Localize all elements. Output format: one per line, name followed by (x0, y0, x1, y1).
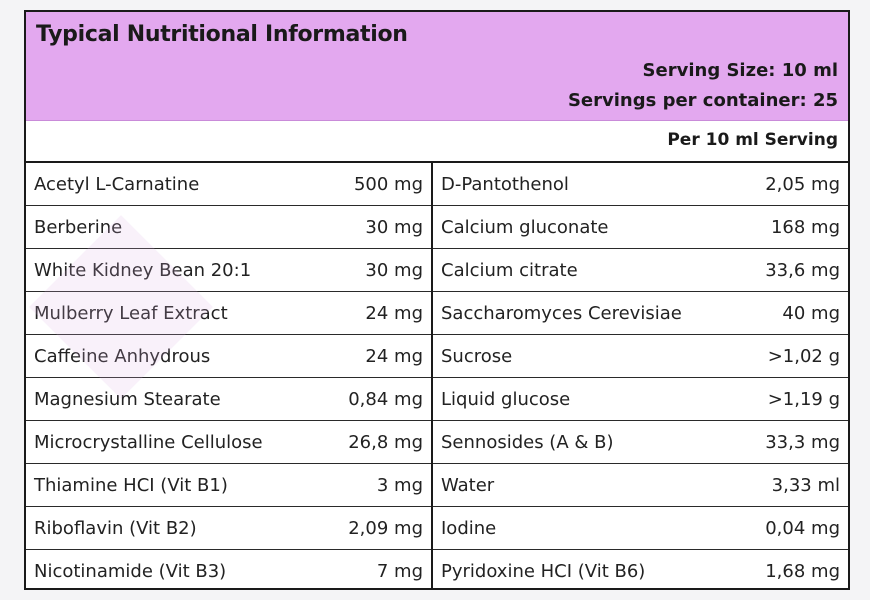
ingredient-name: Water (432, 463, 738, 507)
table-row: White Kidney Bean 20:1 30 mg Calcium cit… (26, 248, 848, 292)
ingredient-name: Magnesium Stearate (26, 377, 336, 421)
ingredient-amount: 30 mg (336, 248, 433, 292)
table-row: Magnesium Stearate 0,84 mg Liquid glucos… (26, 377, 848, 421)
ingredient-name: Caffeine Anhydrous (26, 334, 336, 378)
ingredient-name: Calcium gluconate (432, 205, 738, 249)
ingredient-name: Riboflavin (Vit B2) (26, 506, 336, 550)
per-serving-label: Per 10 ml Serving (667, 130, 838, 150)
table-row: Mulberry Leaf Extract 24 mg Saccharomyce… (26, 291, 848, 335)
ingredient-name: Iodine (432, 506, 738, 550)
ingredient-amount: 0,84 mg (336, 377, 433, 421)
per-serving-row: Per 10 ml Serving (26, 121, 848, 163)
ingredient-amount: 2,05 mg (738, 163, 848, 206)
nutrition-header: Typical Nutritional Information Serving … (26, 12, 848, 121)
ingredient-amount: 24 mg (336, 334, 433, 378)
ingredient-amount: 30 mg (336, 205, 433, 249)
ingredient-name: Thiamine HCI (Vit B1) (26, 463, 336, 507)
ingredient-amount: 0,04 mg (738, 506, 848, 550)
ingredient-name: Liquid glucose (432, 377, 738, 421)
ingredient-amount: 2,09 mg (336, 506, 433, 550)
ingredient-amount: 33,3 mg (738, 420, 848, 464)
ingredient-amount: 26,8 mg (336, 420, 433, 464)
ingredient-amount: 24 mg (336, 291, 433, 335)
ingredient-amount: 3 mg (336, 463, 433, 507)
ingredient-name: Mulberry Leaf Extract (26, 291, 336, 335)
nutrition-table: Acetyl L-Carnatine 500 mg D-Pantothenol … (26, 163, 848, 588)
ingredient-name: Microcrystalline Cellulose (26, 420, 336, 464)
table-row: Thiamine HCI (Vit B1) 3 mg Water 3,33 ml (26, 463, 848, 507)
page-title: Typical Nutritional Information (36, 22, 408, 47)
ingredient-amount: 33,6 mg (738, 248, 848, 292)
ingredient-amount: 40 mg (738, 291, 848, 335)
table-row: Berberine 30 mg Calcium gluconate 168 mg (26, 205, 848, 249)
table-row: Microcrystalline Cellulose 26,8 mg Senno… (26, 420, 848, 464)
ingredient-name: D-Pantothenol (432, 163, 738, 206)
ingredient-amount: 7 mg (336, 549, 433, 588)
ingredient-name: Pyridoxine HCI (Vit B6) (441, 560, 646, 582)
table-row: Nicotinamide (Vit B3) 7 mg Pyridoxine HC… (26, 549, 848, 588)
serving-size: Serving Size: 10 ml (642, 60, 838, 81)
ingredient-amount: 500 mg (336, 163, 433, 206)
ingredient-name: Sennosides (A & B) (432, 420, 738, 464)
ingredient-amount: 3,33 ml (738, 463, 848, 507)
ingredient-name: Berberine (26, 205, 336, 249)
servings-per-container: Servings per container: 25 (567, 90, 838, 111)
ingredient-amount: >1,19 g (738, 377, 848, 421)
ingredient-name: Calcium citrate (432, 248, 738, 292)
ingredient-name: White Kidney Bean 20:1 (26, 248, 336, 292)
ingredient-name: Sucrose (432, 334, 738, 378)
ingredient-name: Saccharomyces Cerevisiae (432, 291, 738, 335)
ingredient-name: Acetyl L-Carnatine (26, 163, 336, 206)
table-row: Acetyl L-Carnatine 500 mg D-Pantothenol … (26, 163, 848, 206)
table-row: Caffeine Anhydrous 24 mg Sucrose >1,02 g (26, 334, 848, 378)
table-row: Riboflavin (Vit B2) 2,09 mg Iodine 0,04 … (26, 506, 848, 550)
ingredient-amount: 168 mg (738, 205, 848, 249)
ingredient-amount: >1,02 g (738, 334, 848, 378)
nutrition-panel: Typical Nutritional Information Serving … (24, 10, 850, 590)
ingredient-amount: 1,68 mg (765, 560, 840, 582)
ingredient-name: Nicotinamide (Vit B3) (34, 560, 227, 582)
